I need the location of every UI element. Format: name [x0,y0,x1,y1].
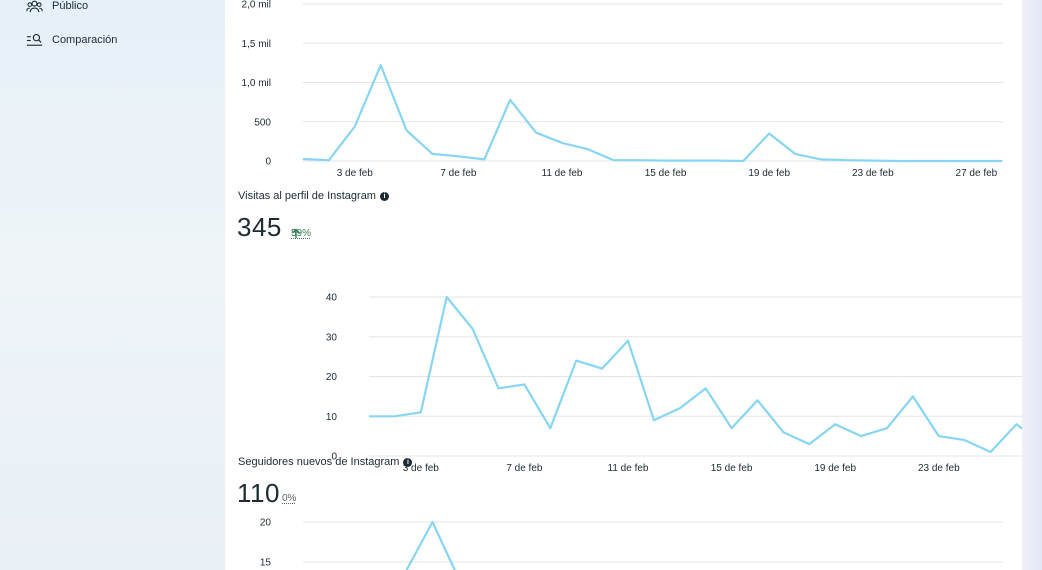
metric-value: 345 [237,212,282,242]
new-followers-card: Seguidores nuevos de Instagram i 110 0% … [225,453,1022,570]
x-tick-label: 7 de feb [440,168,477,179]
data-point[interactable] [559,140,565,146]
sidebar-item-audience[interactable]: Público [26,0,88,18]
data-point[interactable] [818,156,824,162]
sidebar: Público Comparación [0,0,225,570]
series-line[interactable] [302,64,1003,163]
x-tick-label: 11 de feb [542,168,583,179]
info-icon[interactable]: i [379,191,389,201]
data-point[interactable] [300,156,306,162]
data-point[interactable] [352,123,358,129]
chart-title: Seguidores nuevos de Instagram i [238,456,413,468]
y-tick-label: 2,0 mil [242,0,271,11]
interactions-chart: 0 500 1,0 mil 1,5 mil 2,0 mil 3 de feb 7 de fe… [225,0,1022,185]
data-point[interactable] [326,157,332,163]
audience-icon [26,0,43,12]
data-point[interactable] [973,158,979,164]
y-tick-label: 10 [326,412,338,423]
y-tick-label: 0 [265,157,271,168]
data-point[interactable] [481,156,487,162]
info-icon[interactable]: i [403,457,413,467]
chart-title: Visitas al perfil de Instagram i [238,190,389,202]
data-point[interactable] [404,127,410,133]
data-point[interactable] [689,158,695,164]
data-point[interactable] [378,62,384,68]
x-tick-label: 19 de feb [748,168,790,179]
y-tick-label: 20 [326,372,338,383]
data-point[interactable] [962,437,968,443]
data-point[interactable] [455,153,461,159]
data-point[interactable] [585,146,591,152]
profile-visits-line-chart [225,186,1022,436]
x-tick-label: 3 de feb [337,168,374,179]
y-tick-label: 30 [326,332,338,343]
scrollbar-track[interactable] [1022,0,1042,570]
data-point[interactable] [999,158,1005,164]
x-tick-label: 15 de feb [645,168,687,179]
x-tick-label: 15 de feb [711,463,753,474]
data-point[interactable] [844,157,850,163]
sidebar-item-label: Comparación [52,34,118,46]
x-tick-label: 23 de feb [852,168,894,179]
y-tick-label: 1,5 mil [242,39,271,50]
x-tick-label: 7 de feb [506,463,543,474]
data-point[interactable] [948,158,954,164]
y-tick-label: 0 [331,452,337,463]
data-point[interactable] [507,97,513,103]
series-line[interactable] [405,520,459,570]
data-point[interactable] [714,158,720,164]
y-tick-label: 40 [326,293,338,304]
sidebar-item-comparison[interactable]: Comparación [26,28,117,52]
data-point[interactable] [792,151,798,157]
data-point[interactable] [740,158,746,164]
data-point[interactable] [896,158,902,164]
data-point[interactable] [533,130,539,136]
x-tick-label: 11 de feb [608,463,649,474]
interactions-line-chart: 0 500 1,0 mil 1,5 mil 2,0 mil 3 de feb 7 de fe… [242,0,1005,179]
sidebar-item-label: Público [52,0,89,12]
data-point[interactable] [430,519,436,525]
metric-value: 110 [237,478,280,508]
series-line[interactable] [369,295,1042,454]
compare-search-icon [26,33,43,46]
data-point[interactable] [806,441,812,447]
data-point[interactable] [663,158,669,164]
metric-delta: 0 10 20 30 40 3 de feb 7 de feb 11 de feb 15 de … [291,228,1042,474]
data-point[interactable] [637,157,643,163]
x-tick-label: 19 de feb [814,463,856,474]
arrow-up-icon: 0 10 20 30 40 3 de feb 7 de feb 11 de feb 15 de … [292,228,1042,474]
data-point[interactable] [430,151,436,157]
x-tick-label: 27 de feb [956,168,998,179]
x-tick-label: 23 de feb [918,463,960,474]
metric-delta: 0% [282,493,297,504]
y-tick-label: 20 [260,518,272,529]
y-tick-label: 15 [260,558,272,569]
x-tick-label: 3 de feb [403,463,440,474]
insights-panel: 0 500 1,0 mil 1,5 mil 2,0 mil 3 de feb 7 de fe… [225,0,1042,570]
data-point[interactable] [766,131,772,137]
profile-visits-card: Visitas al perfil de Instagram i 345 0 10… [225,186,1042,474]
data-point[interactable] [922,158,928,164]
data-point[interactable] [611,157,617,163]
y-tick-label: 500 [254,117,271,128]
y-tick-label: 1,0 mil [242,78,271,89]
data-point[interactable] [870,158,876,164]
